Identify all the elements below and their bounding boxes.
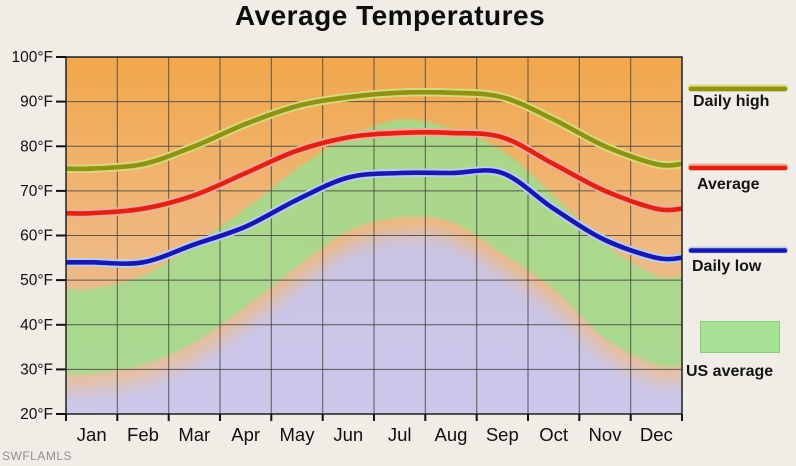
y-axis-label: 40°F [20, 317, 53, 334]
legend-label-daily-high: Daily high [693, 93, 770, 110]
series-daily-low-curve [66, 166, 682, 268]
x-axis-month-label: Jun [333, 424, 363, 445]
watermark-text: SWFLAMLS [2, 449, 73, 463]
x-axis-month-label: Dec [640, 424, 673, 445]
x-axis-month-label: Oct [539, 424, 568, 445]
x-axis-month-label: Aug [435, 424, 468, 445]
legend-label-average: Average [697, 176, 760, 193]
x-axis-month-label: Jul [388, 424, 412, 445]
x-axis-month-label: Jan [77, 424, 107, 445]
legend-average-line-swatch [688, 163, 788, 171]
x-axis-month-label: Nov [589, 424, 623, 445]
y-axis-label: 50°F [20, 272, 53, 289]
y-axis-label: 90°F [20, 94, 53, 111]
axis-ticks [56, 56, 683, 421]
axis-labels: 100°F 90°F 80°F 70°F 60°F 50°F 40°F 30°F 20°F Jan… [11, 49, 672, 445]
legend-label-daily-low: Daily low [692, 258, 762, 275]
y-axis-label: 30°F [20, 361, 53, 378]
legend-daily-high-line-swatch [688, 84, 788, 92]
y-axis-label: 100°F [11, 49, 53, 66]
legend-daily-low-line-swatch [688, 246, 788, 254]
x-axis-month-label: May [280, 424, 316, 445]
x-axis-month-label: Feb [127, 424, 159, 445]
y-axis-label: 80°F [20, 138, 53, 155]
legend-us-average-area-swatch [700, 321, 780, 353]
legend-label-us-average: US average [686, 363, 774, 380]
x-axis-month-label: Sep [486, 424, 519, 445]
y-axis-label: 70°F [20, 183, 53, 200]
series-average-curve [66, 128, 682, 218]
y-axis-label: 60°F [20, 228, 53, 245]
x-axis-month-label: Apr [231, 424, 260, 445]
x-axis-month-label: Mar [178, 424, 210, 445]
chart-title: Average Temperatures [234, 0, 546, 31]
series-daily-high-curve [66, 87, 682, 174]
y-axis-label: 20°F [20, 406, 53, 423]
